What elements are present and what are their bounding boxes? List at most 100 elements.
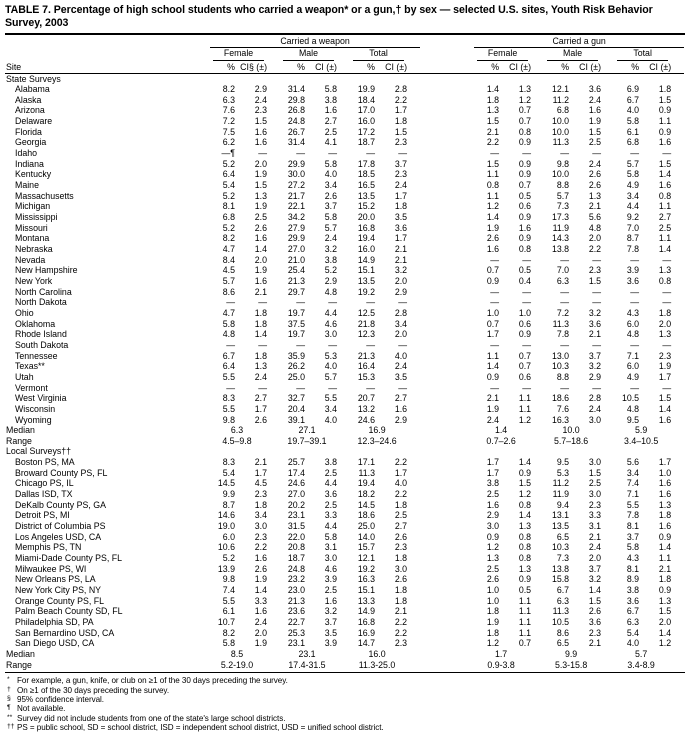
weapon-female-header: Female bbox=[210, 48, 280, 61]
value-cell: 2.0 bbox=[658, 318, 672, 329]
value-cell: 2.3 bbox=[658, 350, 672, 361]
value-cell: 2.9 bbox=[324, 275, 337, 286]
column-gap bbox=[420, 48, 474, 61]
value-cell: 1.8 bbox=[486, 606, 500, 617]
column-gap bbox=[420, 628, 474, 639]
value-cell: 5.5 bbox=[324, 393, 337, 404]
value-cell: 1.3 bbox=[658, 329, 672, 340]
empty-corner bbox=[5, 35, 210, 48]
value-cell: 18.2 bbox=[357, 489, 375, 500]
value-cell: 14.6 bbox=[217, 510, 235, 521]
value-cell: 2.5 bbox=[486, 489, 500, 500]
column-gap bbox=[420, 297, 474, 308]
value-cell: 1.7 bbox=[254, 467, 267, 478]
group-header-row: Carried a weapon Carried a gun bbox=[5, 35, 685, 48]
value-cell: 8.1 bbox=[626, 563, 640, 574]
value-cell: 2.1 bbox=[588, 201, 602, 212]
value-cell: 2.6 bbox=[394, 574, 408, 585]
value-cell: 1.6 bbox=[658, 137, 672, 148]
value-cell: 1.8 bbox=[394, 499, 408, 510]
value-cell: 2.5 bbox=[324, 585, 337, 595]
value-cell: 11.3 bbox=[552, 606, 570, 617]
value-cell: 1.5 bbox=[588, 275, 602, 286]
value-cell: — bbox=[328, 382, 337, 393]
value-cell: 3.1 bbox=[324, 542, 337, 553]
value-cell: 4.5 bbox=[254, 478, 267, 489]
value-cell: 2.6 bbox=[588, 180, 602, 191]
value-cell: 1.6 bbox=[588, 105, 602, 116]
column-gap bbox=[420, 393, 474, 404]
value-cell: 1.6 bbox=[518, 222, 532, 233]
value-cell: — bbox=[592, 297, 602, 308]
value-cell: 1.2 bbox=[486, 542, 500, 553]
value-cell: 5.8 bbox=[324, 212, 337, 223]
column-gap bbox=[420, 116, 474, 127]
column-gap bbox=[420, 60, 475, 74]
value-cell: 25.0 bbox=[287, 371, 305, 382]
value-cell: — bbox=[296, 297, 305, 308]
value-cell: 1.6 bbox=[324, 595, 337, 606]
value-cell: 2.6 bbox=[254, 563, 267, 574]
value-cell: 7.2 bbox=[222, 116, 235, 127]
value-cell: 3.8 bbox=[324, 457, 337, 468]
site-cell: Indiana bbox=[15, 158, 44, 169]
value-cell: 14.9 bbox=[357, 606, 375, 617]
value-cell: 14.5 bbox=[217, 478, 235, 489]
value-cell: 3.2 bbox=[324, 244, 337, 254]
value-cell: 21.0 bbox=[287, 254, 305, 265]
column-gap bbox=[420, 638, 474, 649]
summary-value-cell: 3.4-8.9 bbox=[627, 659, 655, 670]
value-cell: 0.9 bbox=[658, 105, 672, 116]
table-row: Rhode Island 4.8 1.4 19.7 3.0 12.3 2.0 1.7 0.9 7.… bbox=[5, 329, 684, 340]
site-cell: Miami-Dade County PS, FL bbox=[15, 553, 123, 564]
value-cell: 15.2 bbox=[357, 201, 375, 212]
value-cell: 4.0 bbox=[394, 478, 408, 489]
site-cell: Florida bbox=[15, 126, 42, 137]
value-cell: 1.6 bbox=[658, 478, 672, 489]
value-cell: 2.1 bbox=[254, 457, 267, 468]
footnote: † On ≥1 of the 30 days preceding the surv… bbox=[5, 686, 685, 695]
value-cell: 1.1 bbox=[658, 553, 672, 564]
value-cell: 1.1 bbox=[486, 190, 500, 201]
value-cell: 12.1 bbox=[357, 553, 375, 564]
value-cell: 1.2 bbox=[658, 638, 672, 649]
column-gap bbox=[420, 372, 474, 383]
summary-value-cell: 3.4–10.5 bbox=[623, 435, 659, 446]
value-cell: 0.9 bbox=[518, 467, 532, 478]
column-gap bbox=[420, 35, 474, 48]
value-cell: 21.3 bbox=[287, 275, 305, 286]
footnote-rule bbox=[5, 672, 685, 674]
value-cell: 5.5 bbox=[626, 499, 640, 510]
value-cell: 2.0 bbox=[394, 275, 408, 286]
value-cell: — bbox=[328, 339, 337, 350]
value-cell: 6.5 bbox=[556, 531, 570, 542]
value-cell: 16.0 bbox=[357, 244, 375, 254]
value-cell: 1.4 bbox=[518, 457, 532, 468]
value-cell: 11.2 bbox=[552, 478, 570, 489]
value-cell: 13.9 bbox=[217, 563, 235, 574]
pct-column-header: % bbox=[350, 60, 380, 74]
value-cell: 16.3 bbox=[357, 574, 375, 585]
value-cell: 5.7 bbox=[324, 371, 337, 382]
table-row: Chicago PS, IL 14.5 4.5 24.6 4.4 19.4 4.0 3.8 1.… bbox=[5, 478, 684, 489]
value-cell: 0.9 bbox=[658, 585, 672, 595]
value-cell: 16.0 bbox=[357, 116, 375, 127]
value-cell: 1.5 bbox=[658, 94, 672, 105]
value-cell: — bbox=[662, 339, 672, 350]
value-cell: 2.3 bbox=[394, 542, 408, 553]
value-cell: — bbox=[398, 339, 408, 350]
value-cell: 8.4 bbox=[222, 254, 235, 265]
value-cell: 0.5 bbox=[518, 585, 532, 595]
value-cell: 1.7 bbox=[394, 233, 408, 244]
column-gap bbox=[420, 84, 474, 95]
value-cell: — bbox=[398, 148, 408, 159]
table-body: State Surveys Alabama 8.2 2.9 31.4 5.8 19.9 2.8… bbox=[5, 73, 684, 670]
value-cell: 1.3 bbox=[518, 563, 532, 574]
value-cell: 2.2 bbox=[588, 244, 602, 254]
value-cell: 3.2 bbox=[588, 307, 602, 318]
value-cell: 3.5 bbox=[394, 212, 408, 223]
value-cell: 2.4 bbox=[324, 233, 337, 244]
value-cell: 2.5 bbox=[394, 510, 408, 521]
value-cell: 23.2 bbox=[287, 574, 305, 585]
value-cell: 1.6 bbox=[658, 180, 672, 191]
